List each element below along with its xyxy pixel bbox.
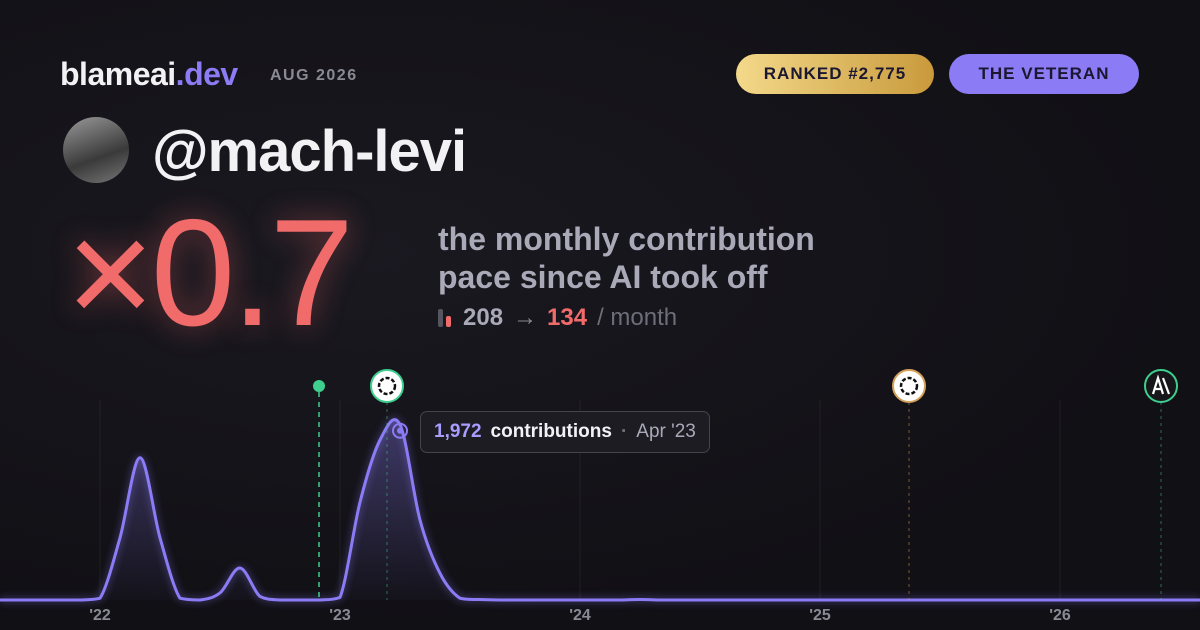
anthropic-glyph <box>1151 374 1171 395</box>
description-line: pace since AI took off <box>438 259 768 295</box>
avatar <box>63 117 129 183</box>
brand-name: blameai <box>60 56 176 92</box>
line <box>0 418 1200 602</box>
bar-after <box>446 316 451 327</box>
openai-glyph <box>377 376 397 396</box>
openai-icon <box>892 369 926 403</box>
arrow: → <box>513 304 538 331</box>
pace: 208 → 134 / month <box>438 304 677 332</box>
tooltip-date: Apr '23 <box>636 421 696 442</box>
tooltip-separator: · <box>620 421 628 442</box>
openai-icon <box>370 369 404 403</box>
description-line: the monthly contribution <box>438 221 815 257</box>
bar-before <box>438 309 443 327</box>
handle: @mach-levi <box>152 119 467 184</box>
highlight-dot <box>397 427 403 434</box>
pace-before: 208 <box>463 304 504 331</box>
title-badge: THE VETERAN <box>949 54 1139 94</box>
date: AUG 2026 <box>270 67 358 84</box>
tooltip: 1,972 contributions · Apr '23 <box>420 411 710 453</box>
x-tick-label: '26 <box>1049 607 1071 624</box>
x-tick-label: '24 <box>569 607 591 624</box>
highlight-point <box>392 422 408 439</box>
area <box>0 419 1200 600</box>
openai-glyph <box>899 376 919 396</box>
multiplier: ×0.7 <box>66 188 354 358</box>
tooltip-value: 1,972 <box>434 421 482 442</box>
pace-icon <box>438 309 451 327</box>
pace-unit: / month <box>597 304 678 331</box>
x-tick-label: '25 <box>809 607 831 624</box>
tooltip-unit: contributions <box>490 421 612 442</box>
ai-events <box>313 369 1178 600</box>
brand-tld: .dev <box>175 56 239 92</box>
brand: blameai.dev <box>60 56 238 93</box>
x-tick-label: '23 <box>329 607 351 624</box>
rank-badge: RANKED #2,775 <box>736 54 934 94</box>
x-tick-label: '22 <box>89 607 111 624</box>
description: the monthly contribution pace since AI t… <box>438 220 815 296</box>
pace-after: 134 <box>547 304 588 331</box>
event-dot <box>313 380 325 392</box>
